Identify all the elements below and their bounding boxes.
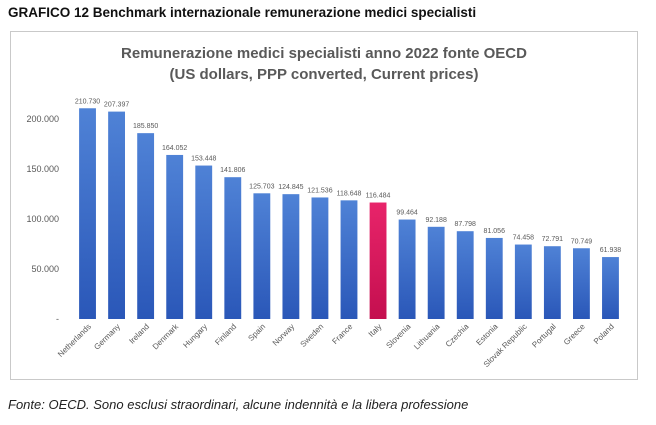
bar-denmark	[166, 154, 184, 319]
value-label: 61.938	[600, 247, 622, 254]
bar-finland	[224, 177, 242, 319]
x-tick-label: Germany	[92, 322, 122, 352]
chart-title-line1: Remunerazione medici specialisti anno 20…	[121, 45, 527, 62]
x-tick-label: Hungary	[181, 322, 209, 350]
value-label: 72.791	[542, 236, 564, 243]
x-tick-label: Poland	[592, 322, 616, 346]
value-label: 124.845	[278, 184, 303, 191]
bar-netherlands	[79, 108, 96, 320]
source-note: Fonte: OECD. Sono esclusi straordinari, …	[8, 397, 469, 412]
value-labels: 210.730 207.397 185.850 164.052 153.448 141.8…	[75, 98, 621, 254]
value-label: 121.536	[307, 187, 332, 194]
y-tick-label: -	[56, 314, 59, 324]
bar-portugal	[543, 246, 561, 319]
bar-slovak-republic	[514, 244, 532, 319]
value-label: 185.850	[133, 123, 158, 130]
x-tick-label: France	[330, 322, 354, 346]
chart-container: Remunerazione medici specialisti anno 20…	[10, 31, 638, 380]
bar-spain	[253, 193, 271, 319]
bars	[79, 108, 619, 320]
bar-estonia	[485, 237, 503, 319]
value-label: 81.056	[484, 228, 506, 235]
x-tick-label: Spain	[246, 322, 267, 343]
y-tick-label: 200.000	[26, 114, 59, 124]
value-label: 92.188	[425, 217, 447, 224]
value-label: 87.798	[454, 221, 476, 228]
bar-slovenia	[398, 219, 416, 319]
x-tick-label: Sweden	[299, 322, 326, 349]
x-tick-label: Slovenia	[384, 322, 412, 350]
page-heading: GRAFICO 12 Benchmark internazionale remu…	[8, 5, 477, 20]
bar-italy	[369, 202, 387, 319]
value-label: 118.648	[337, 190, 362, 197]
y-axis: - 50.000 100.000 150.000 200.000	[26, 114, 59, 324]
x-tick-label: Greece	[562, 322, 587, 347]
y-tick-label: 50.000	[31, 264, 59, 274]
x-axis-labels: Netherlands Germany Ireland Denmark Hungary F…	[56, 321, 616, 369]
value-label: 125.703	[249, 183, 274, 190]
x-tick-label: Estonia	[474, 322, 500, 348]
x-tick-label: Netherlands	[56, 322, 93, 359]
value-label: 70.749	[571, 238, 593, 245]
y-tick-label: 150.000	[26, 164, 59, 174]
bar-lithuania	[427, 226, 445, 319]
x-tick-label: Finland	[213, 322, 238, 347]
x-tick-label: Italy	[367, 322, 384, 339]
value-label: 207.397	[104, 102, 129, 109]
bar-norway	[282, 194, 300, 319]
x-tick-label: Norway	[271, 322, 297, 348]
bar-sweden	[311, 197, 329, 319]
y-tick-label: 100.000	[26, 214, 59, 224]
bar-ireland	[137, 133, 155, 319]
bar-czechia	[456, 231, 474, 319]
bar-hungary	[195, 165, 213, 319]
bar-chart: Remunerazione medici specialisti anno 20…	[26, 45, 621, 369]
value-label: 99.464	[396, 210, 418, 217]
value-label: 141.806	[220, 167, 245, 174]
chart-title-line2: (US dollars, PPP converted, Current pric…	[170, 66, 479, 83]
x-tick-label: Lithuania	[412, 322, 442, 352]
value-label: 153.448	[191, 156, 216, 163]
bar-poland	[602, 257, 619, 319]
bar-greece	[573, 248, 590, 319]
value-label: 74.458	[513, 235, 535, 242]
x-tick-label: Portugal	[530, 322, 558, 350]
x-tick-label: Czechia	[444, 322, 471, 349]
x-tick-label: Ireland	[127, 322, 151, 346]
bar-france	[340, 200, 358, 319]
bar-germany	[108, 111, 125, 319]
x-tick-label: Denmark	[151, 321, 181, 351]
value-label: 116.484	[366, 193, 391, 200]
value-label: 210.730	[75, 98, 100, 105]
value-label: 164.052	[162, 145, 187, 152]
